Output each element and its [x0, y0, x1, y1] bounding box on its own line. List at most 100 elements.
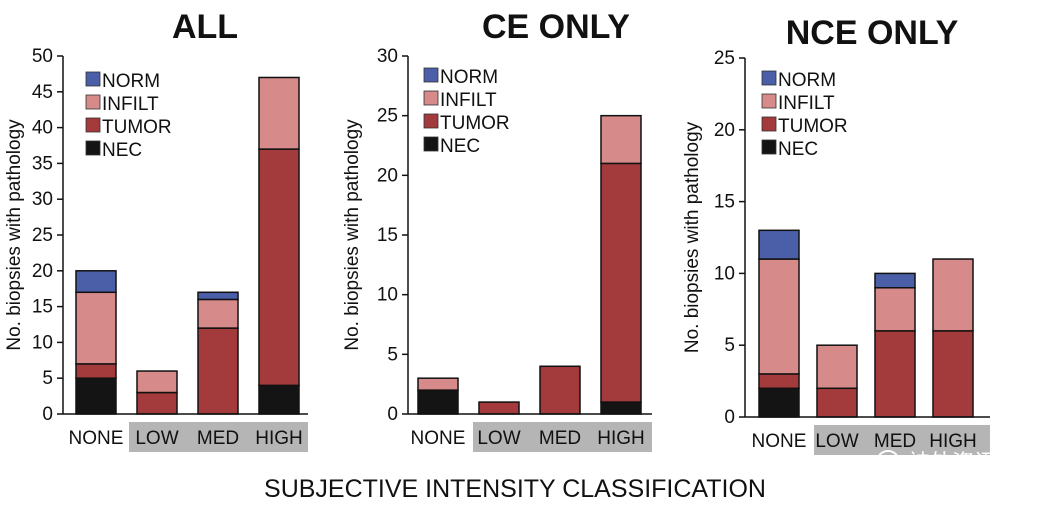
legend-swatch-tumor	[761, 116, 777, 132]
bar-segment-tumor	[816, 387, 858, 418]
bar-group-none	[758, 229, 800, 418]
legend-label-norm: NORM	[778, 70, 836, 91]
legend-swatch-norm	[423, 67, 439, 83]
bar-segment-infilt	[258, 76, 300, 150]
bar-group-med	[539, 365, 581, 415]
bar-segment-tumor	[932, 330, 974, 418]
y-tick-label: 35	[32, 153, 53, 174]
bar-segment-nec	[258, 384, 300, 415]
y-axis-label: No. biopsies with pathology	[342, 119, 363, 351]
chart-title: ALL	[172, 8, 238, 46]
charts-container: ALL No. biopsies with pathology 0 5 10 15 20 25…	[4, 8, 990, 455]
legend-label-tumor: TUMOR	[440, 113, 510, 134]
y-tick-label: 0	[387, 404, 398, 425]
legend-label-infilt: INFILT	[440, 90, 497, 111]
bar-segment-infilt	[136, 370, 178, 394]
legend-swatch-infilt	[423, 90, 439, 106]
y-tick-label: 30	[377, 46, 398, 67]
bar-segment-tumor	[874, 330, 916, 418]
category-highlight-strip	[473, 422, 652, 452]
legend-label-tumor: TUMOR	[778, 116, 848, 137]
chart-title: CE ONLY	[482, 8, 630, 46]
category-highlight-strip	[814, 425, 990, 455]
bar-segment-infilt	[600, 114, 642, 165]
y-tick-label: 10	[714, 263, 735, 284]
x-category-label: LOW	[815, 431, 858, 452]
x-category-label: LOW	[477, 428, 520, 449]
bar-group-none	[417, 377, 459, 415]
chart-2: NCE ONLY No. biopsies with pathology 0 5 10 1…	[682, 14, 990, 455]
x-category-label: HIGH	[255, 428, 303, 449]
x-category-label: NONE	[411, 428, 466, 449]
bar-group-high	[600, 114, 642, 415]
footer-caption: SUBJECTIVE INTENSITY CLASSIFICATION	[264, 475, 766, 503]
x-category-label: MED	[539, 428, 581, 449]
y-tick-label: 10	[377, 285, 398, 306]
y-tick-label: 20	[377, 165, 398, 186]
bar-segment-tumor	[136, 391, 178, 415]
y-axis-label: No. biopsies with pathology	[4, 119, 25, 351]
bar-segment-infilt	[874, 287, 916, 332]
legend-label-tumor: TUMOR	[102, 117, 172, 138]
y-tick-label: 5	[42, 368, 53, 389]
y-tick-label: 30	[32, 189, 53, 210]
legend-label-norm: NORM	[440, 67, 498, 88]
y-tick-label: 10	[32, 332, 53, 353]
legend-label-nec: NEC	[778, 139, 818, 160]
bar-segment-nec	[75, 377, 117, 415]
x-category-label: NONE	[69, 428, 124, 449]
y-tick-label: 5	[724, 335, 735, 356]
y-tick-label: 20	[714, 120, 735, 141]
bar-group-low	[136, 370, 178, 415]
legend-swatch-infilt	[761, 93, 777, 109]
y-tick-label: 15	[32, 297, 53, 318]
bar-segment-tumor	[600, 162, 642, 403]
legend-label-nec: NEC	[440, 136, 480, 157]
chart-1: CE ONLY No. biopsies with pathology 0 5 10 15…	[342, 8, 652, 452]
legend-label-nec: NEC	[102, 140, 142, 161]
y-tick-label: 25	[714, 48, 735, 69]
y-tick-label: 45	[32, 82, 53, 103]
legend-swatch-nec	[85, 140, 101, 156]
bar-segment-norm	[197, 291, 239, 301]
y-tick-label: 25	[32, 225, 53, 246]
bar-segment-tumor	[197, 327, 239, 415]
x-category-label: HIGH	[597, 428, 645, 449]
bar-segment-infilt	[816, 344, 858, 390]
x-category-label: LOW	[135, 428, 178, 449]
wechat-icon	[876, 450, 900, 474]
y-tick-label: 20	[32, 261, 53, 282]
legend-label-infilt: INFILT	[102, 94, 159, 115]
bar-segment-nec	[417, 389, 459, 415]
bar-segment-infilt	[75, 291, 117, 365]
bar-segment-nec	[758, 387, 800, 418]
bar-group-low	[478, 401, 520, 415]
bar-group-high	[258, 76, 300, 415]
bar-segment-norm	[874, 272, 916, 289]
chart-title: NCE ONLY	[786, 14, 959, 52]
bar-segment-tumor	[539, 365, 581, 415]
bar-segment-infilt	[758, 258, 800, 375]
bar-group-none	[75, 270, 117, 415]
legend-swatch-nec	[761, 139, 777, 155]
legend-label-norm: NORM	[102, 71, 160, 92]
y-tick-label: 0	[724, 407, 735, 428]
bar-group-med	[874, 272, 916, 418]
legend-swatch-infilt	[85, 94, 101, 110]
bar-segment-infilt	[932, 258, 974, 332]
bar-group-low	[816, 344, 858, 418]
y-tick-label: 15	[714, 192, 735, 213]
legend-swatch-nec	[423, 136, 439, 152]
bar-segment-infilt	[197, 298, 239, 329]
bar-segment-norm	[75, 270, 117, 294]
legend-swatch-tumor	[423, 113, 439, 129]
legend-swatch-norm	[85, 71, 101, 87]
x-category-label: MED	[874, 431, 916, 452]
x-category-label: NONE	[752, 431, 807, 452]
bar-segment-norm	[758, 229, 800, 260]
y-tick-label: 40	[32, 118, 53, 139]
y-tick-label: 0	[42, 404, 53, 425]
